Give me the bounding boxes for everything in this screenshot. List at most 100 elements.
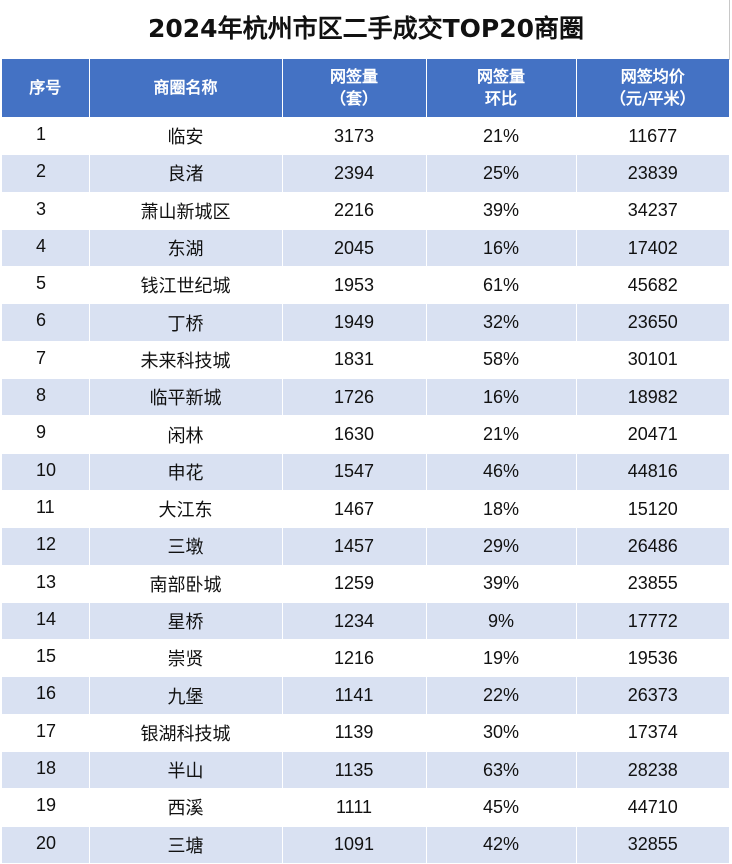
volume-cell: 1953 — [282, 266, 427, 305]
avg-price-cell: 26373 — [576, 676, 729, 715]
district-name-cell: 申花 — [89, 453, 283, 491]
mom-change-cell: 63% — [426, 751, 577, 790]
rank-cell: 9 — [2, 415, 90, 454]
district-name-cell: 闲林 — [89, 415, 283, 454]
district-name-cell: 星桥 — [89, 602, 283, 641]
header-row: 序号 商圈名称 网签量 （套） 网签量 环比 网签均价 （元/平米） — [2, 59, 729, 118]
mom-change-cell: 45% — [426, 788, 577, 827]
header-volume: 网签量 （套） — [282, 59, 427, 118]
table-row: 2 良渚 2394 25% 23839 — [2, 154, 729, 193]
mom-change-cell: 19% — [426, 639, 577, 678]
mom-change-cell: 16% — [426, 229, 577, 268]
mom-change-cell: 21% — [426, 117, 577, 156]
volume-cell: 1467 — [282, 490, 427, 529]
rank-cell: 1 — [2, 117, 90, 156]
rank-cell: 16 — [2, 676, 90, 715]
rank-cell: 10 — [2, 453, 90, 491]
mom-change-cell: 46% — [426, 453, 577, 491]
rank-cell: 11 — [2, 490, 90, 529]
table-row: 13 南部卧城 1259 39% 23855 — [2, 565, 729, 603]
volume-cell: 1949 — [282, 303, 427, 342]
rank-cell: 20 — [2, 826, 90, 864]
rank-cell: 18 — [2, 751, 90, 790]
volume-cell: 1457 — [282, 527, 427, 566]
avg-price-cell: 23855 — [576, 565, 729, 603]
district-name-cell: 萧山新城区 — [89, 192, 283, 230]
avg-price-cell: 23650 — [576, 303, 729, 342]
volume-cell: 2045 — [282, 229, 427, 268]
rank-cell: 17 — [2, 714, 90, 753]
table-row: 4 东湖 2045 16% 17402 — [2, 229, 729, 268]
avg-price-cell: 11677 — [576, 117, 729, 156]
table-row: 10 申花 1547 46% 44816 — [2, 453, 729, 491]
avg-price-cell: 28238 — [576, 751, 729, 790]
mom-change-cell: 30% — [426, 714, 577, 753]
district-name-cell: 银湖科技城 — [89, 714, 283, 753]
volume-cell: 3173 — [282, 117, 427, 156]
avg-price-cell: 17374 — [576, 714, 729, 753]
avg-price-cell: 19536 — [576, 639, 729, 678]
mom-change-cell: 29% — [426, 527, 577, 566]
table-row: 18 半山 1135 63% 28238 — [2, 751, 729, 790]
mom-change-cell: 22% — [426, 676, 577, 715]
district-name-cell: 半山 — [89, 751, 283, 790]
avg-price-cell: 18982 — [576, 378, 729, 417]
rank-cell: 19 — [2, 788, 90, 827]
table-title: 2024年杭州市区二手成交TOP20商圈 — [148, 14, 584, 43]
rank-cell: 14 — [2, 602, 90, 641]
mom-change-cell: 21% — [426, 415, 577, 454]
mom-change-cell: 18% — [426, 490, 577, 529]
table-row: 3 萧山新城区 2216 39% 34237 — [2, 192, 729, 230]
mom-change-cell: 61% — [426, 266, 577, 305]
table-row: 15 崇贤 1216 19% 19536 — [2, 639, 729, 678]
header-price: 网签均价 （元/平米） — [576, 59, 729, 118]
rank-cell: 15 — [2, 639, 90, 678]
table-row: 16 九堡 1141 22% 26373 — [2, 676, 729, 715]
rank-cell: 2 — [2, 154, 90, 193]
volume-cell: 1139 — [282, 714, 427, 753]
avg-price-cell: 17772 — [576, 602, 729, 641]
rank-cell: 7 — [2, 341, 90, 380]
mom-change-cell: 16% — [426, 378, 577, 417]
district-name-cell: 东湖 — [89, 229, 283, 268]
volume-cell: 2394 — [282, 154, 427, 193]
avg-price-cell: 44816 — [576, 453, 729, 491]
district-name-cell: 丁桥 — [89, 303, 283, 342]
table-row: 5 钱江世纪城 1953 61% 45682 — [2, 266, 729, 305]
mom-change-cell: 39% — [426, 565, 577, 603]
district-name-cell: 三塘 — [89, 826, 283, 864]
rank-cell: 13 — [2, 565, 90, 603]
district-name-cell: 崇贤 — [89, 639, 283, 678]
table-row: 7 未来科技城 1831 58% 30101 — [2, 341, 729, 380]
volume-cell: 1234 — [282, 602, 427, 641]
table-row: 19 西溪 1111 45% 44710 — [2, 788, 729, 827]
rank-cell: 8 — [2, 378, 90, 417]
table-row: 11 大江东 1467 18% 15120 — [2, 490, 729, 529]
avg-price-cell: 15120 — [576, 490, 729, 529]
volume-cell: 1141 — [282, 676, 427, 715]
avg-price-cell: 30101 — [576, 341, 729, 380]
table-row: 14 星桥 1234 9% 17772 — [2, 602, 729, 641]
mom-change-cell: 9% — [426, 602, 577, 641]
district-name-cell: 良渚 — [89, 154, 283, 193]
rank-cell: 12 — [2, 527, 90, 566]
table-row: 9 闲林 1630 21% 20471 — [2, 415, 729, 454]
volume-cell: 1216 — [282, 639, 427, 678]
volume-cell: 1726 — [282, 378, 427, 417]
table-row: 6 丁桥 1949 32% 23650 — [2, 303, 729, 342]
avg-price-cell: 26486 — [576, 527, 729, 566]
volume-cell: 1630 — [282, 415, 427, 454]
volume-cell: 1135 — [282, 751, 427, 790]
header-mom: 网签量 环比 — [426, 59, 577, 118]
mom-change-cell: 32% — [426, 303, 577, 342]
rank-cell: 6 — [2, 303, 90, 342]
volume-cell: 1831 — [282, 341, 427, 380]
district-name-cell: 南部卧城 — [89, 565, 283, 603]
avg-price-cell: 45682 — [576, 266, 729, 305]
district-name-cell: 钱江世纪城 — [89, 266, 283, 305]
district-name-cell: 临平新城 — [89, 378, 283, 417]
table-row: 20 三塘 1091 42% 32855 — [2, 826, 729, 864]
district-name-cell: 临安 — [89, 117, 283, 156]
avg-price-cell: 17402 — [576, 229, 729, 268]
mom-change-cell: 25% — [426, 154, 577, 193]
